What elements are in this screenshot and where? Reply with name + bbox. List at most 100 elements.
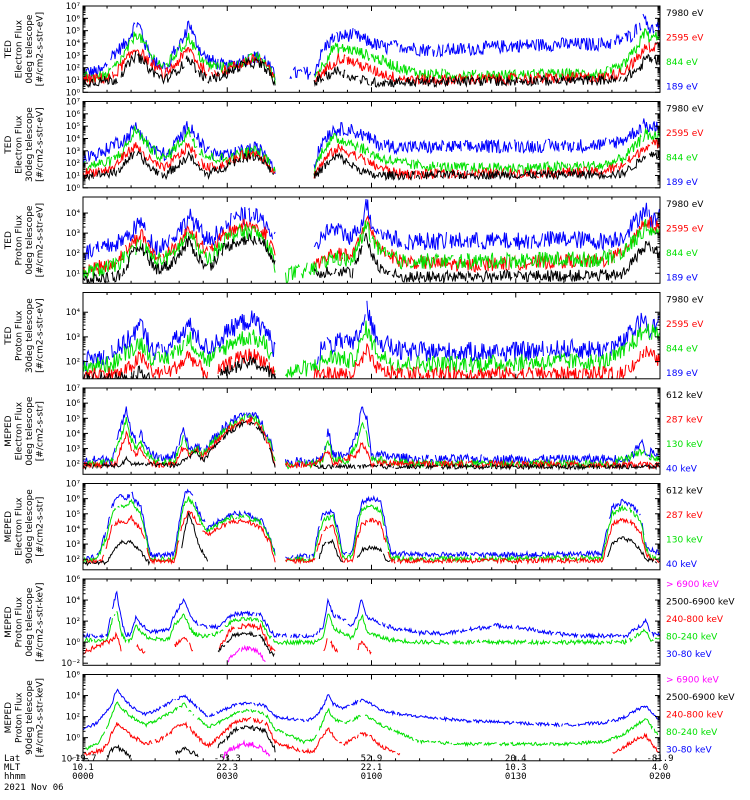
y-axis-label-line: [#/cm2-s-str] xyxy=(36,497,46,557)
y-tick-label: 10⁰ xyxy=(66,88,81,98)
y-tick-label: 10⁶ xyxy=(66,110,81,120)
footer-mlt-value: 22.3 xyxy=(216,763,238,773)
y-axis-label-line: 0deg telescope xyxy=(25,396,35,466)
footer-hhmm-value: 0030 xyxy=(216,772,238,782)
y-axis-label: MEPEDProton Flux90deg telescope[#/cm2-s-… xyxy=(4,678,46,757)
y-tick-label: 10⁰ xyxy=(66,184,81,194)
y-tick-label: 10⁷ xyxy=(66,2,81,12)
legend-entry: 130 keV xyxy=(666,536,703,546)
y-axis-label-line: 30deg telescope xyxy=(25,107,35,182)
y-tick-label: 10³ xyxy=(66,51,80,61)
series-line-1 xyxy=(83,688,660,731)
y-axis-label-line: Proton Flux xyxy=(15,214,25,265)
series-group xyxy=(83,590,660,663)
footer-lat-value: -19.7 xyxy=(69,754,96,764)
y-tick-label: 10³ xyxy=(66,147,80,157)
y-axis-label-line: [#/cm2-s-str] xyxy=(36,401,46,461)
series-line-4 xyxy=(217,630,275,658)
y-tick-label: 10⁶ xyxy=(66,495,81,505)
legend-entry: 844 eV xyxy=(666,345,699,355)
y-axis-label: TEDElectron Flux30deg telescope[#/cm2-s-… xyxy=(4,107,46,182)
panel-5: 10² 10³ 10⁴ 10⁵ 10⁶ 10⁷ MEPEDElectron Flux0deg… xyxy=(4,384,703,475)
y-axis-label-line: MEPED xyxy=(4,702,14,734)
y-axis-label-line: Electron Flux xyxy=(15,497,25,556)
y-axis-label-line: MEPED xyxy=(4,415,14,447)
y-tick-label: 10⁶ xyxy=(66,575,81,585)
y-tick-label: 10² xyxy=(66,617,80,627)
y-axis-label-line: [#/cm2-s-str-keV] xyxy=(36,582,46,661)
legend-entry: 80-240 keV xyxy=(666,633,718,643)
series-line-5 xyxy=(222,739,271,760)
legend-entry: 40 keV xyxy=(666,465,698,475)
legend-entry: 130 keV xyxy=(666,440,703,450)
y-tick-label: 10⁵ xyxy=(66,510,80,520)
y-axis-label-line: Electron Flux xyxy=(15,401,25,460)
legend-entry: 240-800 keV xyxy=(666,711,724,721)
footer-row-label: Lat xyxy=(4,754,20,764)
footer-hhmm-value: 0130 xyxy=(505,772,527,782)
y-tick-label: 10⁴ xyxy=(66,692,81,702)
series-group xyxy=(83,300,660,379)
footer-lat-value: -81.9 xyxy=(646,754,673,764)
footer-hhmm-value: 0100 xyxy=(361,772,383,782)
footer-mlt-value: 10.1 xyxy=(72,763,94,773)
series-line-2 xyxy=(83,496,660,565)
y-axis-label-line: Proton Flux xyxy=(15,310,25,361)
panel-1: 10⁰ 10¹ 10² 10³ 10⁴ 10⁵ 10⁶ 10⁷ TEDElectron Flux… xyxy=(4,2,704,98)
series-line-3 xyxy=(83,218,660,284)
series-group xyxy=(83,688,660,760)
y-axis-label-line: 0deg telescope xyxy=(25,14,35,84)
y-axis-label: MEPEDProton Flux0deg telescope[#/cm2-s-s… xyxy=(4,582,46,661)
legend-entry: 2500-6900 keV xyxy=(666,693,735,703)
y-tick-label: 10⁷ xyxy=(66,480,81,490)
y-tick-label: 10⁶ xyxy=(66,399,81,409)
y-axis-label-line: TED xyxy=(4,327,14,346)
y-tick-label: 10¹ xyxy=(66,76,80,86)
y-axis-label-line: MEPED xyxy=(4,606,14,638)
legend-entry: 612 keV xyxy=(666,487,703,497)
footer-row-label: hhmm xyxy=(4,772,26,782)
panel-frame xyxy=(82,674,661,762)
legend-entry: 2595 eV xyxy=(666,225,704,235)
y-axis-label-line: Electron Flux xyxy=(15,19,25,78)
footer-lat-value: 52.9 xyxy=(361,754,383,764)
y-axis-label-line: [#/cm2-s-str-eV] xyxy=(36,298,46,373)
footer-mlt-value: 10.3 xyxy=(505,763,527,773)
y-tick-label: 10⁻² xyxy=(61,659,80,669)
y-tick-label: 10¹ xyxy=(66,269,80,279)
panel-2: 10⁰ 10¹ 10² 10³ 10⁴ 10⁵ 10⁶ 10⁷ TEDElectron Flux… xyxy=(4,98,704,194)
series-line-1 xyxy=(84,198,660,261)
footer-mlt-value: 4.0 xyxy=(652,763,668,773)
y-axis-label-line: Electron Flux xyxy=(15,115,25,174)
y-tick-label: 10³ xyxy=(66,540,80,550)
y-axis-label-line: [#/cm2-s-str-eV] xyxy=(36,107,46,182)
footer-lat-value: 20.4 xyxy=(505,754,527,764)
y-tick-label: 10⁴ xyxy=(66,525,81,535)
y-axis-label-line: 30deg telescope xyxy=(25,298,35,373)
legend-entry: 189 eV xyxy=(666,83,699,93)
panel-4: 10² 10³ 10⁴ TEDProton Flux30deg telescope[#… xyxy=(4,292,704,380)
legend-entry: 30-80 keV xyxy=(666,746,712,756)
series-line-3 xyxy=(83,622,372,655)
series-line-4 xyxy=(106,724,276,760)
y-tick-label: 10⁵ xyxy=(66,414,80,424)
y-tick-label: 10² xyxy=(66,64,80,74)
panel-8: 10⁻² 10⁰ 10² 10⁴ 10⁶ MEPEDProton Flux90deg te… xyxy=(4,671,735,765)
legend-entry: 7980 eV xyxy=(666,105,704,115)
y-tick-label: 10⁴ xyxy=(66,429,81,439)
series-line-2 xyxy=(85,413,660,470)
series-group xyxy=(83,488,660,567)
footer-row-label: MLT xyxy=(4,763,21,773)
series-line-5 xyxy=(227,644,266,663)
y-axis-label: TEDElectron Flux0deg telescope[#/cm2-s-s… xyxy=(4,12,46,87)
legend-entry: 844 eV xyxy=(666,58,699,68)
series-line-1 xyxy=(83,488,660,562)
legend-entry: 2500-6900 keV xyxy=(666,598,735,608)
series-line-4 xyxy=(83,51,660,89)
footer-mlt-value: 22.1 xyxy=(361,763,383,773)
y-tick-label: 10³ xyxy=(66,333,80,343)
y-tick-label: 10² xyxy=(66,460,80,470)
series-line-4 xyxy=(83,232,660,284)
y-axis-label-line: [#/cm2-s-str-keV] xyxy=(36,678,46,757)
y-tick-label: 10⁴ xyxy=(66,209,81,219)
